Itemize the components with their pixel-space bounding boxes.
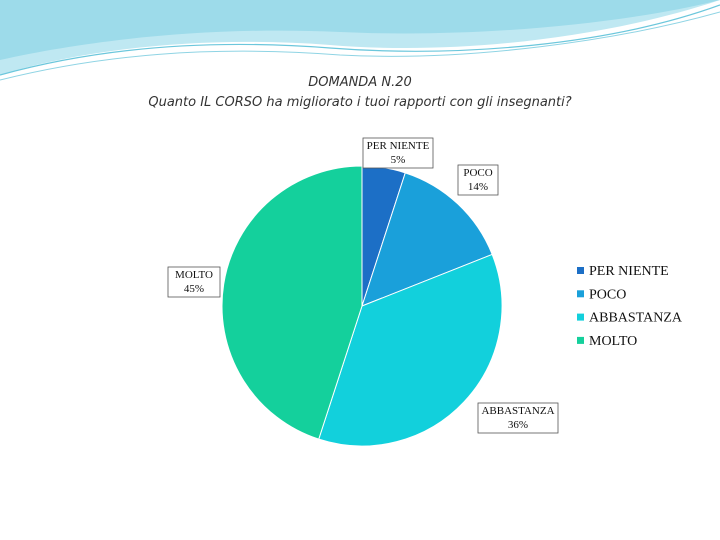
data-label-box <box>362 137 434 169</box>
legend-swatch <box>577 267 584 274</box>
legend-label: POCO <box>589 287 626 302</box>
data-label: 14% <box>468 181 488 193</box>
legend-label: MOLTO <box>589 334 637 349</box>
data-label-category: ABBASTANZA <box>481 405 554 417</box>
pie-slice <box>318 253 503 447</box>
data-label: 36% <box>508 419 528 431</box>
header-decoration <box>0 0 720 81</box>
data-label-category: POCO <box>463 167 492 179</box>
data-label: 45% <box>184 283 204 295</box>
chart-subtitle: Quanto IL CORSO ha migliorato i tuoi rap… <box>148 95 571 110</box>
data-label-box <box>457 164 499 196</box>
data-label-category: MOLTO <box>175 269 213 281</box>
legend-swatch <box>577 336 584 344</box>
data-label-box <box>477 402 559 434</box>
chart-title: DOMANDA N.20 <box>308 75 412 90</box>
data-label-box <box>167 266 221 298</box>
legend-swatch <box>577 290 584 298</box>
data-label: 5% <box>391 154 406 166</box>
legend-swatch <box>577 313 584 321</box>
pie-slice <box>221 165 363 440</box>
pie-slice <box>361 172 493 307</box>
legend-label: ABBASTANZA <box>589 311 683 326</box>
data-label-category: PER NIENTE <box>367 140 430 152</box>
legend-label: PER NIENTE <box>589 264 669 279</box>
